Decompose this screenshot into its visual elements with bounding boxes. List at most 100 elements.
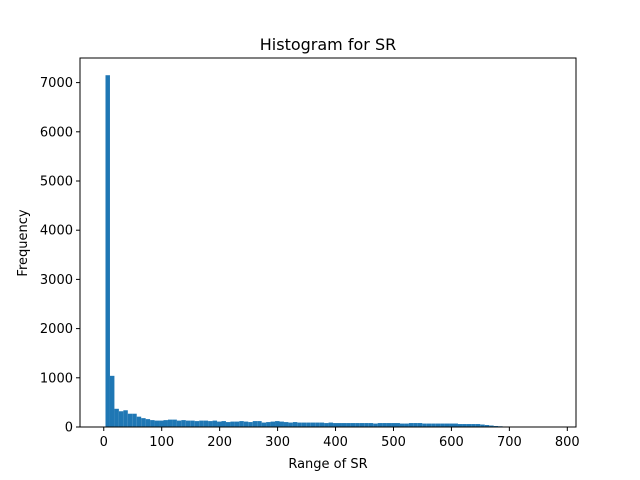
histogram-bar — [457, 424, 463, 427]
x-tick-label: 300 — [265, 435, 290, 450]
histogram-bar — [399, 423, 405, 427]
histogram-bar — [449, 423, 454, 427]
histogram-bar — [328, 422, 334, 427]
histogram-bar — [141, 418, 146, 427]
histogram-bar — [462, 424, 467, 427]
histogram-bar — [395, 423, 400, 427]
histogram-bar — [324, 423, 329, 427]
y-axis-label: Frequency — [16, 209, 31, 276]
histogram-bar — [315, 422, 320, 427]
x-tick-label: 0 — [100, 435, 108, 450]
histogram-bar — [310, 422, 316, 427]
histogram-bar — [283, 422, 289, 427]
histogram-bar — [208, 421, 213, 427]
histogram-bar — [132, 413, 137, 427]
histogram-bar — [373, 423, 378, 427]
histogram-bar — [391, 423, 396, 427]
y-tick-label: 2000 — [40, 322, 73, 337]
histogram-bar — [252, 421, 258, 427]
histogram-bar — [359, 423, 365, 427]
histogram-bar — [297, 422, 302, 427]
histogram-bar — [275, 421, 280, 427]
histogram-bar — [288, 422, 293, 427]
histogram-bar — [176, 420, 182, 427]
histogram-bar — [319, 422, 325, 427]
histogram-bar — [248, 422, 253, 427]
histogram-bar — [185, 420, 191, 427]
histogram-bar — [453, 423, 458, 427]
histogram-bar — [341, 423, 347, 427]
histogram-bar — [444, 423, 450, 427]
histogram-bar — [181, 420, 186, 427]
histogram-bar — [480, 424, 485, 427]
histogram-bar — [471, 424, 476, 427]
histogram-bar — [190, 420, 195, 427]
histogram-bar — [337, 423, 342, 427]
histogram-bar — [301, 422, 307, 427]
x-tick-label: 600 — [439, 435, 464, 450]
x-tick-label: 800 — [555, 435, 580, 450]
x-axis-label: Range of SR — [288, 457, 367, 472]
histogram-bar — [466, 424, 472, 427]
histogram-bar — [350, 423, 356, 427]
histogram-bar — [484, 425, 490, 427]
y-tick-label: 4000 — [40, 224, 73, 239]
histogram-bar — [163, 420, 168, 427]
histogram-bar — [123, 410, 128, 427]
histogram-bar — [368, 423, 374, 427]
x-axis-ticks: 0 100 200 300 400 500 600 700 800 — [100, 427, 580, 450]
x-tick-label: 200 — [207, 435, 232, 450]
x-tick-label: 500 — [381, 435, 406, 450]
histogram-bar — [426, 423, 432, 427]
histogram-bar — [109, 375, 115, 427]
y-tick-label: 3000 — [40, 273, 73, 288]
histogram-bar — [127, 413, 133, 427]
histogram-bar — [292, 422, 298, 427]
x-tick-label: 700 — [497, 435, 522, 450]
histogram-bar — [114, 408, 119, 427]
histogram-bar — [279, 421, 284, 427]
histogram-bar — [422, 423, 427, 427]
histogram-bar — [377, 423, 383, 427]
histogram-bar — [355, 423, 360, 427]
histogram-bar — [145, 419, 151, 427]
histogram-bar — [225, 422, 231, 427]
histogram-bar — [239, 421, 244, 427]
bars-group — [105, 75, 516, 427]
histogram-bar — [105, 75, 110, 427]
y-tick-label: 0 — [65, 421, 73, 436]
histogram-bar — [230, 421, 235, 427]
histogram-bar — [266, 422, 271, 427]
histogram-bar — [435, 423, 441, 427]
histogram-bar — [217, 421, 222, 427]
y-tick-label: 6000 — [40, 125, 73, 140]
histogram-bar — [118, 411, 124, 427]
histogram-bar — [221, 421, 226, 427]
histogram-bar — [270, 421, 276, 427]
histogram-bar — [261, 422, 267, 427]
histogram-bar — [386, 423, 392, 427]
histogram-bar — [440, 423, 445, 427]
histogram-bar — [306, 422, 311, 427]
x-tick-label: 100 — [149, 435, 174, 450]
histogram-bar — [257, 421, 262, 427]
histogram-bar — [194, 421, 200, 427]
histogram-bar — [364, 423, 369, 427]
histogram-bar — [333, 423, 338, 427]
histogram-bar — [489, 425, 494, 427]
y-tick-label: 5000 — [40, 175, 73, 190]
y-tick-label: 1000 — [40, 371, 73, 386]
y-axis-ticks: 0 1000 2000 3000 4000 5000 6000 7000 — [40, 76, 80, 436]
histogram-bar — [212, 420, 218, 427]
histogram-bar — [203, 420, 209, 427]
histogram-bar — [234, 421, 240, 427]
histogram-bar — [382, 423, 387, 427]
histogram-bar — [408, 423, 414, 427]
x-tick-label: 400 — [323, 435, 348, 450]
histogram-bar — [167, 419, 173, 427]
histogram-bar — [199, 420, 204, 427]
histogram-bar — [417, 423, 423, 427]
chart-title: Histogram for SR — [260, 35, 396, 54]
histogram-bar — [475, 424, 481, 427]
